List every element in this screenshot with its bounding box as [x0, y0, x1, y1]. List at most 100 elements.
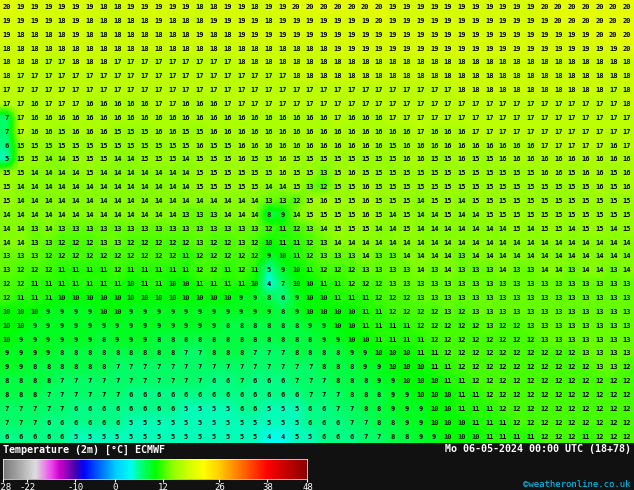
Text: 9: 9	[363, 364, 367, 370]
Text: 9: 9	[170, 322, 174, 329]
Text: 16: 16	[526, 143, 535, 148]
Text: 14: 14	[540, 253, 548, 259]
Text: 13: 13	[458, 267, 466, 273]
Text: 18: 18	[196, 46, 204, 51]
Text: 12: 12	[499, 378, 507, 384]
Text: 15: 15	[347, 212, 356, 218]
Text: 19: 19	[278, 4, 287, 10]
Text: 19: 19	[361, 18, 370, 24]
Text: 14: 14	[16, 212, 25, 218]
Text: 6: 6	[280, 392, 285, 398]
Text: 12: 12	[595, 392, 604, 398]
Text: 12: 12	[581, 392, 590, 398]
Text: 14: 14	[99, 198, 108, 204]
Text: 9: 9	[143, 337, 147, 343]
Text: 18: 18	[347, 59, 356, 65]
Text: 15: 15	[306, 212, 314, 218]
Text: 9: 9	[377, 364, 381, 370]
Text: 12: 12	[471, 350, 480, 356]
Text: 15: 15	[581, 184, 590, 190]
Text: 16: 16	[595, 184, 604, 190]
Text: 8: 8	[308, 350, 312, 356]
Text: 6: 6	[18, 434, 23, 440]
Text: 13: 13	[567, 309, 576, 315]
Text: 12: 12	[72, 253, 80, 259]
Text: 13: 13	[526, 267, 535, 273]
Text: 9: 9	[335, 337, 340, 343]
Text: 8: 8	[280, 337, 285, 343]
Text: 18: 18	[99, 32, 108, 38]
Text: 9: 9	[184, 309, 188, 315]
Text: 8: 8	[335, 364, 340, 370]
Text: 15: 15	[86, 156, 94, 162]
Text: 14: 14	[375, 240, 384, 245]
Text: 13: 13	[540, 295, 548, 301]
Text: 12: 12	[237, 253, 245, 259]
Text: 16: 16	[458, 129, 466, 135]
Text: 18: 18	[567, 87, 576, 93]
Text: 7: 7	[267, 350, 271, 356]
Text: 8: 8	[225, 322, 230, 329]
Text: 17: 17	[471, 115, 480, 121]
Text: 16: 16	[141, 101, 149, 107]
Text: 7: 7	[349, 419, 354, 426]
Text: 16: 16	[361, 184, 370, 190]
Text: 15: 15	[306, 198, 314, 204]
Text: 10: 10	[403, 364, 411, 370]
Text: 15: 15	[375, 170, 384, 176]
Text: 8: 8	[115, 350, 119, 356]
Text: 15: 15	[526, 184, 535, 190]
Text: 12: 12	[320, 267, 328, 273]
Text: 14: 14	[567, 253, 576, 259]
Text: 14: 14	[16, 240, 25, 245]
Text: 14: 14	[127, 156, 135, 162]
Text: 5: 5	[87, 434, 92, 440]
Text: 19: 19	[567, 46, 576, 51]
Text: 11: 11	[141, 267, 149, 273]
Text: 11: 11	[458, 406, 466, 412]
Text: 12: 12	[567, 406, 576, 412]
Text: 18: 18	[347, 73, 356, 79]
Text: 6: 6	[74, 419, 78, 426]
Text: 15: 15	[223, 184, 231, 190]
Text: 13: 13	[581, 322, 590, 329]
Text: 15: 15	[430, 170, 438, 176]
Text: 18: 18	[182, 46, 190, 51]
Text: 12: 12	[44, 267, 53, 273]
Text: 9: 9	[143, 309, 147, 315]
Text: 9: 9	[253, 309, 257, 315]
Text: 6: 6	[267, 378, 271, 384]
Text: 6: 6	[253, 378, 257, 384]
Text: 9: 9	[239, 295, 243, 301]
Text: 7: 7	[115, 392, 119, 398]
Text: 9: 9	[322, 337, 326, 343]
Text: 17: 17	[196, 73, 204, 79]
Text: 15: 15	[347, 226, 356, 232]
Text: 11: 11	[485, 419, 493, 426]
Text: 6: 6	[87, 406, 92, 412]
Text: 17: 17	[347, 87, 356, 93]
Text: 8: 8	[335, 350, 340, 356]
Text: 6: 6	[157, 406, 160, 412]
Text: 15: 15	[86, 143, 94, 148]
Text: 17: 17	[168, 101, 176, 107]
Text: 11: 11	[182, 253, 190, 259]
Text: 19: 19	[485, 32, 493, 38]
Text: 18: 18	[86, 59, 94, 65]
Text: 12: 12	[526, 419, 535, 426]
Text: 8: 8	[157, 350, 160, 356]
Text: 16: 16	[361, 143, 370, 148]
Text: 11: 11	[72, 267, 80, 273]
Text: 14: 14	[86, 212, 94, 218]
Text: 15: 15	[540, 212, 548, 218]
Text: 10: 10	[196, 295, 204, 301]
Text: 9: 9	[267, 309, 271, 315]
Text: 10: 10	[347, 309, 356, 315]
Text: 19: 19	[403, 32, 411, 38]
Text: 17: 17	[581, 129, 590, 135]
Text: 9: 9	[46, 350, 50, 356]
Text: 15: 15	[375, 198, 384, 204]
Text: 14: 14	[3, 212, 11, 218]
Text: 18: 18	[16, 46, 25, 51]
Text: 19: 19	[16, 4, 25, 10]
